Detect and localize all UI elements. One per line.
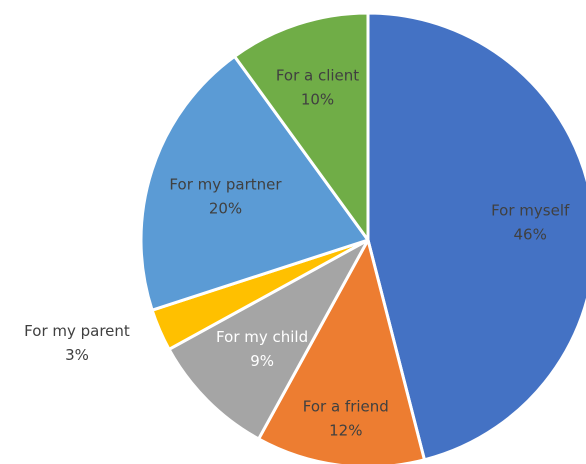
- slice-value-for-my-parent: 3%: [65, 346, 89, 364]
- slice-for-a-friend: [257, 238, 426, 464]
- slice-label-for-a-friend: For a friend: [303, 398, 389, 416]
- slice-for-my-child: [167, 238, 370, 441]
- slice-value-for-my-partner: 20%: [209, 200, 242, 218]
- slice-label-for-my-child: For my child: [216, 328, 308, 346]
- slice-value-for-a-friend: 12%: [329, 422, 362, 440]
- slice-value-for-a-client: 10%: [301, 91, 334, 109]
- slice-value-for-my-child: 9%: [250, 352, 274, 370]
- slice-value-for-myself: 46%: [514, 226, 547, 244]
- slice-label-for-my-parent: For my parent: [24, 322, 130, 340]
- slice-label-for-a-client: For a client: [276, 67, 359, 85]
- slice-label-for-myself: For myself: [491, 202, 570, 220]
- slice-for-my-partner: [139, 54, 370, 312]
- pie-slices: [139, 11, 586, 464]
- slice-for-myself: [366, 11, 586, 462]
- slice-label-for-my-partner: For my partner: [169, 176, 282, 194]
- pie-labels: For myself 46% For a friend 12% For my child…: [24, 67, 570, 440]
- slice-for-a-client: [233, 11, 370, 242]
